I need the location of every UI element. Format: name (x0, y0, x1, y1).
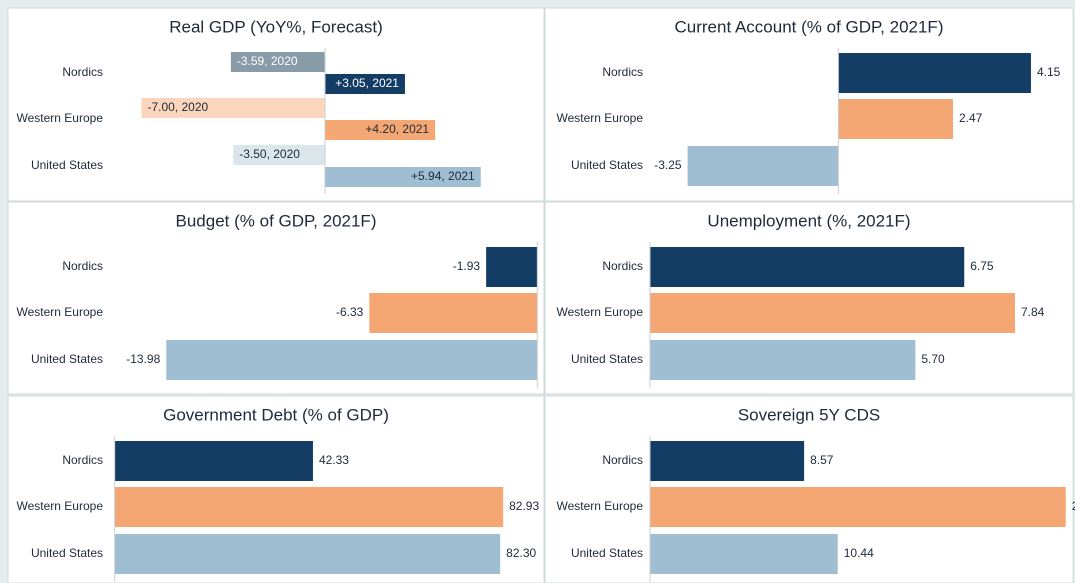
bar (687, 146, 839, 186)
value-label: -3.50, 2020 (239, 147, 300, 161)
bar (325, 74, 405, 94)
value-label: -7.00, 2020 (147, 100, 208, 114)
category-label: United States (31, 546, 103, 560)
category-label: Western Europe (557, 499, 644, 513)
value-label: 42.33 (319, 453, 349, 467)
bar (114, 534, 501, 574)
value-label: 7.84 (1021, 305, 1045, 319)
bar (114, 487, 504, 527)
category-label: Nordics (602, 65, 643, 79)
bar (650, 534, 838, 574)
value-label: 10.44 (844, 546, 874, 560)
bar (233, 145, 325, 165)
category-label: United States (571, 352, 643, 366)
value-label: +5.94, 2021 (411, 169, 475, 183)
bar (325, 120, 436, 140)
category-label: United States (571, 158, 643, 172)
bar (141, 98, 325, 118)
value-label: -3.59, 2020 (237, 54, 298, 68)
bar (650, 247, 965, 287)
bar (166, 340, 538, 380)
value-label: 82.30 (506, 546, 536, 560)
value-label: 6.75 (970, 259, 994, 273)
bar (650, 487, 1066, 527)
category-label: Western Europe (17, 111, 104, 125)
category-label: Nordics (602, 453, 643, 467)
bar (650, 441, 805, 481)
chart-title: Unemployment (%, 2021F) (707, 211, 910, 230)
value-label: +3.05, 2021 (335, 76, 399, 90)
value-label: 5.70 (921, 352, 945, 366)
value-label: -13.98 (126, 352, 160, 366)
bar (838, 99, 953, 139)
chart-title: Government Debt (% of GDP) (163, 405, 389, 424)
category-label: United States (31, 352, 103, 366)
category-label: Western Europe (557, 111, 644, 125)
category-label: United States (571, 546, 643, 560)
bar (650, 293, 1015, 333)
chart-title: Budget (% of GDP, 2021F) (176, 211, 377, 230)
chart-title: Current Account (% of GDP, 2021F) (675, 17, 944, 36)
bar (230, 52, 325, 72)
chart-title: Real GDP (YoY%, Forecast) (169, 17, 383, 36)
value-label: 8.57 (810, 453, 834, 467)
category-label: Nordics (62, 453, 103, 467)
value-label: -1.93 (453, 259, 481, 273)
value-label: 82.93 (509, 499, 539, 513)
chart-title: Sovereign 5Y CDS (738, 405, 880, 424)
category-label: Nordics (602, 259, 643, 273)
value-label: 4.15 (1037, 65, 1061, 79)
bar (650, 340, 916, 380)
bar (325, 167, 481, 187)
bar (838, 53, 1031, 93)
bar (114, 441, 313, 481)
value-label: 2.47 (959, 111, 983, 125)
value-label: -3.25 (654, 158, 682, 172)
category-label: United States (31, 158, 103, 172)
category-label: Western Europe (17, 305, 104, 319)
category-label: Nordics (62, 259, 103, 273)
bar (486, 247, 538, 287)
category-label: Western Europe (17, 499, 104, 513)
value-label: -6.33 (336, 305, 364, 319)
value-label: +4.20, 2021 (365, 122, 429, 136)
bar (369, 293, 538, 333)
category-label: Western Europe (557, 305, 644, 319)
category-label: Nordics (62, 65, 103, 79)
value-label: 23.12 (1072, 499, 1075, 513)
